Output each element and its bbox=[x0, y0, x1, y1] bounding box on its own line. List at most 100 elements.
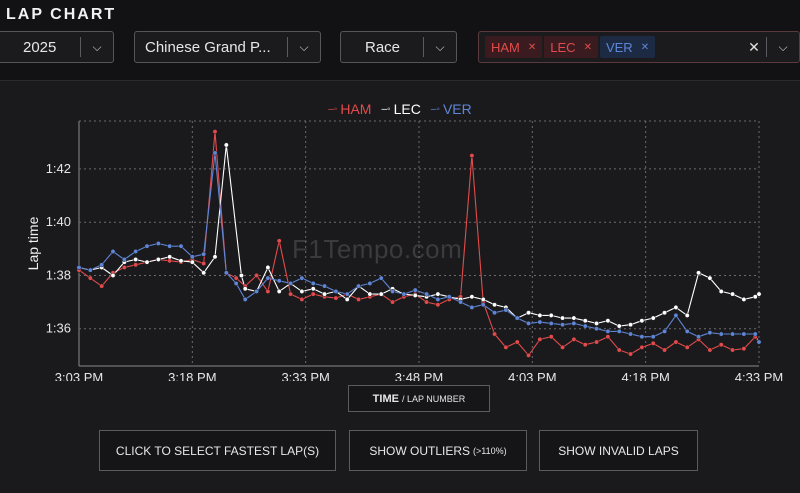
legend-item-ham[interactable]: –◦ HAM bbox=[328, 101, 371, 117]
data-point-ver bbox=[469, 304, 475, 310]
data-point-lec bbox=[435, 291, 441, 297]
drivers-multiselect[interactable]: HAM ✕ LEC ✕ VER ✕ ✕ ⌵ bbox=[478, 31, 800, 63]
data-point-ver bbox=[189, 254, 195, 260]
x-tick-label: 4:18 PM bbox=[621, 370, 669, 381]
remove-tag-icon[interactable]: ✕ bbox=[640, 41, 650, 53]
data-point-ver bbox=[560, 322, 566, 328]
data-point-ham bbox=[167, 258, 173, 264]
data-point-lec bbox=[707, 275, 713, 281]
driver-tag-label: LEC bbox=[550, 39, 576, 55]
data-point-lec bbox=[730, 291, 736, 297]
lap-time-chart: 1:36 1:38 1:40 1:42 Lap time 3:03 PM 3:18 PM 3:… bbox=[25, 120, 783, 381]
legend-item-ver[interactable]: –◦ VER bbox=[431, 101, 472, 117]
data-point-ham bbox=[639, 344, 645, 350]
data-point-ham bbox=[121, 265, 127, 270]
data-point-ver bbox=[233, 280, 239, 286]
data-point-ver bbox=[310, 280, 316, 286]
data-point-ham bbox=[233, 275, 239, 281]
data-point-ver bbox=[378, 275, 384, 281]
chevron-down-icon[interactable]: ⌵ bbox=[299, 39, 309, 54]
data-point-lec bbox=[492, 302, 498, 308]
data-point-ver bbox=[435, 296, 441, 302]
x-tick-label: 3:33 PM bbox=[281, 370, 329, 381]
x-tick-label: 3:48 PM bbox=[395, 370, 443, 381]
data-point-ham bbox=[582, 342, 588, 348]
x-tick-label: 3:18 PM bbox=[168, 370, 216, 381]
axis-mode-toggle[interactable]: TIME / LAP NUMBER bbox=[348, 385, 490, 412]
data-point-ver bbox=[673, 312, 679, 318]
watermark: F1Tempo.com bbox=[292, 234, 463, 264]
legend-label: LEC bbox=[393, 101, 421, 117]
data-point-ham bbox=[560, 344, 566, 350]
legend-item-lec[interactable]: –◦ LEC bbox=[381, 101, 420, 117]
event-select[interactable]: Chinese Grand P... ⌵ bbox=[134, 31, 321, 63]
data-point-lec bbox=[223, 142, 229, 148]
driver-tag-label: HAM bbox=[491, 39, 520, 55]
remove-tag-icon[interactable]: ✕ bbox=[527, 41, 537, 53]
data-point-ver bbox=[548, 320, 554, 326]
data-point-lec bbox=[133, 257, 139, 262]
data-point-ham bbox=[265, 288, 271, 294]
data-point-lec bbox=[628, 322, 634, 328]
data-point-ver bbox=[571, 320, 577, 326]
select-separator bbox=[287, 37, 288, 57]
legend-marker-icon: –◦ bbox=[328, 103, 338, 115]
data-point-ham bbox=[605, 334, 611, 340]
chevron-down-icon[interactable]: ⌵ bbox=[435, 39, 445, 54]
select-fastest-laps-button[interactable]: CLICK TO SELECT FASTEST LAP(S) bbox=[99, 430, 336, 471]
data-point-ver bbox=[254, 288, 260, 294]
data-point-ver bbox=[662, 328, 668, 334]
legend-marker-icon: –◦ bbox=[381, 103, 391, 115]
data-point-ver bbox=[167, 243, 173, 249]
y-tick-label: 1:36 bbox=[46, 321, 71, 336]
chart-panel: –◦ HAM –◦ LEC –◦ VER F1Tempo.com 1:36 1:3… bbox=[0, 80, 800, 493]
data-point-lec bbox=[344, 296, 350, 302]
data-point-ham bbox=[548, 334, 554, 340]
clear-all-icon[interactable]: ✕ bbox=[748, 38, 760, 55]
legend-label: VER bbox=[442, 101, 472, 117]
data-point-ham bbox=[299, 296, 305, 302]
chevron-down-icon[interactable]: ⌵ bbox=[92, 39, 102, 54]
show-outliers-button[interactable]: SHOW OUTLIERS (>110%) bbox=[349, 430, 527, 471]
x-tick-label: 4:33 PM bbox=[735, 370, 783, 381]
data-point-ver bbox=[650, 334, 656, 340]
data-point-ver bbox=[684, 328, 690, 334]
data-point-ver bbox=[99, 262, 105, 268]
data-point-ham bbox=[288, 291, 294, 297]
data-point-ver bbox=[288, 280, 294, 286]
year-select[interactable]: 2025 ⌵ bbox=[0, 31, 114, 63]
data-point-ver bbox=[503, 307, 509, 313]
data-point-ver bbox=[526, 320, 532, 326]
data-point-lec bbox=[276, 288, 282, 294]
data-point-ver bbox=[133, 249, 139, 254]
remove-tag-icon[interactable]: ✕ bbox=[583, 41, 592, 53]
data-point-ver bbox=[480, 302, 486, 308]
chevron-down-icon[interactable]: ⌵ bbox=[778, 39, 788, 54]
data-point-lec bbox=[537, 312, 543, 318]
data-point-lec bbox=[718, 288, 724, 294]
data-point-ver bbox=[110, 249, 116, 254]
data-point-ver bbox=[76, 265, 82, 270]
session-select[interactable]: Race ⌵ bbox=[340, 31, 457, 63]
data-point-lec bbox=[548, 312, 554, 318]
data-point-ham bbox=[503, 344, 509, 350]
data-point-ver bbox=[756, 339, 762, 345]
data-point-ver bbox=[741, 331, 747, 337]
data-point-lec bbox=[752, 294, 758, 300]
data-point-ver bbox=[121, 257, 127, 262]
data-point-lec bbox=[378, 291, 384, 297]
data-point-lec bbox=[684, 312, 690, 318]
data-point-ver bbox=[537, 319, 543, 325]
data-point-lec bbox=[605, 318, 611, 324]
y-axis-label: Lap time bbox=[25, 216, 41, 270]
data-point-ham bbox=[673, 339, 679, 345]
data-point-lec bbox=[167, 254, 173, 260]
x-tick-label: 4:03 PM bbox=[508, 370, 556, 381]
data-point-lec bbox=[155, 257, 161, 262]
data-point-ham bbox=[492, 331, 498, 337]
data-point-ham bbox=[526, 352, 532, 358]
data-point-ver bbox=[201, 251, 207, 257]
data-point-lec bbox=[189, 259, 195, 265]
show-invalid-laps-button[interactable]: SHOW INVALID LAPS bbox=[539, 430, 698, 471]
data-point-lec bbox=[469, 294, 475, 300]
